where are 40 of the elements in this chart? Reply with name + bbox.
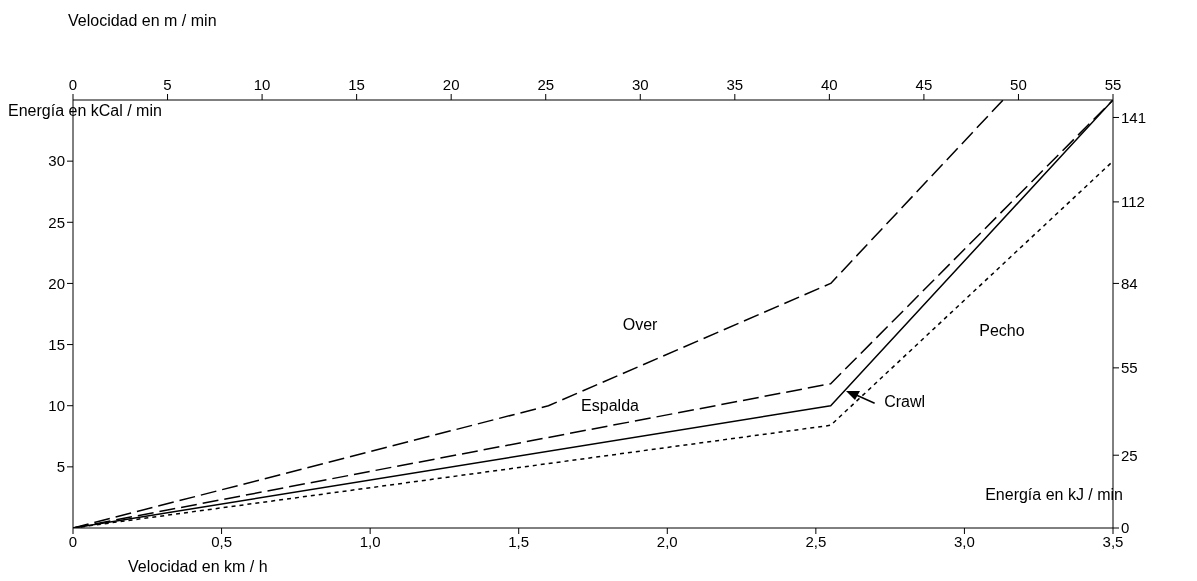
- x-tick-label: 2,5: [805, 532, 827, 550]
- x2-tick-label: 25: [537, 76, 555, 93]
- y2-tick-label: 25: [1121, 446, 1138, 464]
- y2-tick-label: 141: [1121, 108, 1147, 126]
- series-label: Espalda: [581, 396, 639, 415]
- x2-axis-title: Velocidad en m / min: [68, 12, 217, 30]
- y-tick-label: 30: [48, 152, 65, 170]
- y2-tick-label: 84: [1121, 274, 1138, 292]
- x-tick-label: 0,5: [211, 532, 232, 550]
- x2-tick-label: 40: [821, 76, 838, 93]
- x2-tick-label: 0: [68, 76, 78, 93]
- legend-label: Crawl: [884, 393, 926, 412]
- series-label: Pecho: [979, 322, 1025, 341]
- x-axis-title: Velocidad en km / h: [128, 558, 268, 576]
- y2-tick-label: 112: [1121, 193, 1145, 211]
- y2-tick-label: 55: [1121, 359, 1138, 377]
- y-tick-label: 25: [48, 213, 65, 231]
- x2-tick-label: 15: [348, 76, 365, 93]
- y2-axis-title: Energía en kJ / min: [985, 486, 1123, 504]
- x2-tick-label: 5: [163, 76, 172, 93]
- x-tick-label: 0: [68, 532, 78, 550]
- x2-tick-label: 50: [1010, 76, 1027, 93]
- x2-tick-label: 35: [726, 76, 744, 93]
- y-tick-label: 15: [48, 335, 65, 353]
- x-tick-label: 1,5: [508, 532, 530, 550]
- x-tick-label: 2,0: [656, 532, 678, 550]
- series-label: Over: [622, 316, 658, 335]
- y-axis-title: Energía en kCal / min: [8, 102, 162, 120]
- x-tick-label: 1,0: [359, 532, 381, 550]
- x-tick-label: 3,5: [1102, 532, 1124, 550]
- x2-tick-label: 45: [915, 76, 933, 93]
- y2-tick-label: 0: [1121, 519, 1130, 537]
- x2-tick-label: 20: [442, 76, 460, 93]
- x2-tick-label: 55: [1104, 76, 1122, 93]
- y-tick-label: 5: [56, 458, 65, 476]
- x2-tick-label: 30: [631, 76, 649, 93]
- x-tick-label: 3,0: [954, 532, 975, 550]
- x2-tick-label: 10: [253, 76, 271, 93]
- y-tick-label: 10: [48, 397, 65, 415]
- y-tick-label: 20: [48, 274, 65, 292]
